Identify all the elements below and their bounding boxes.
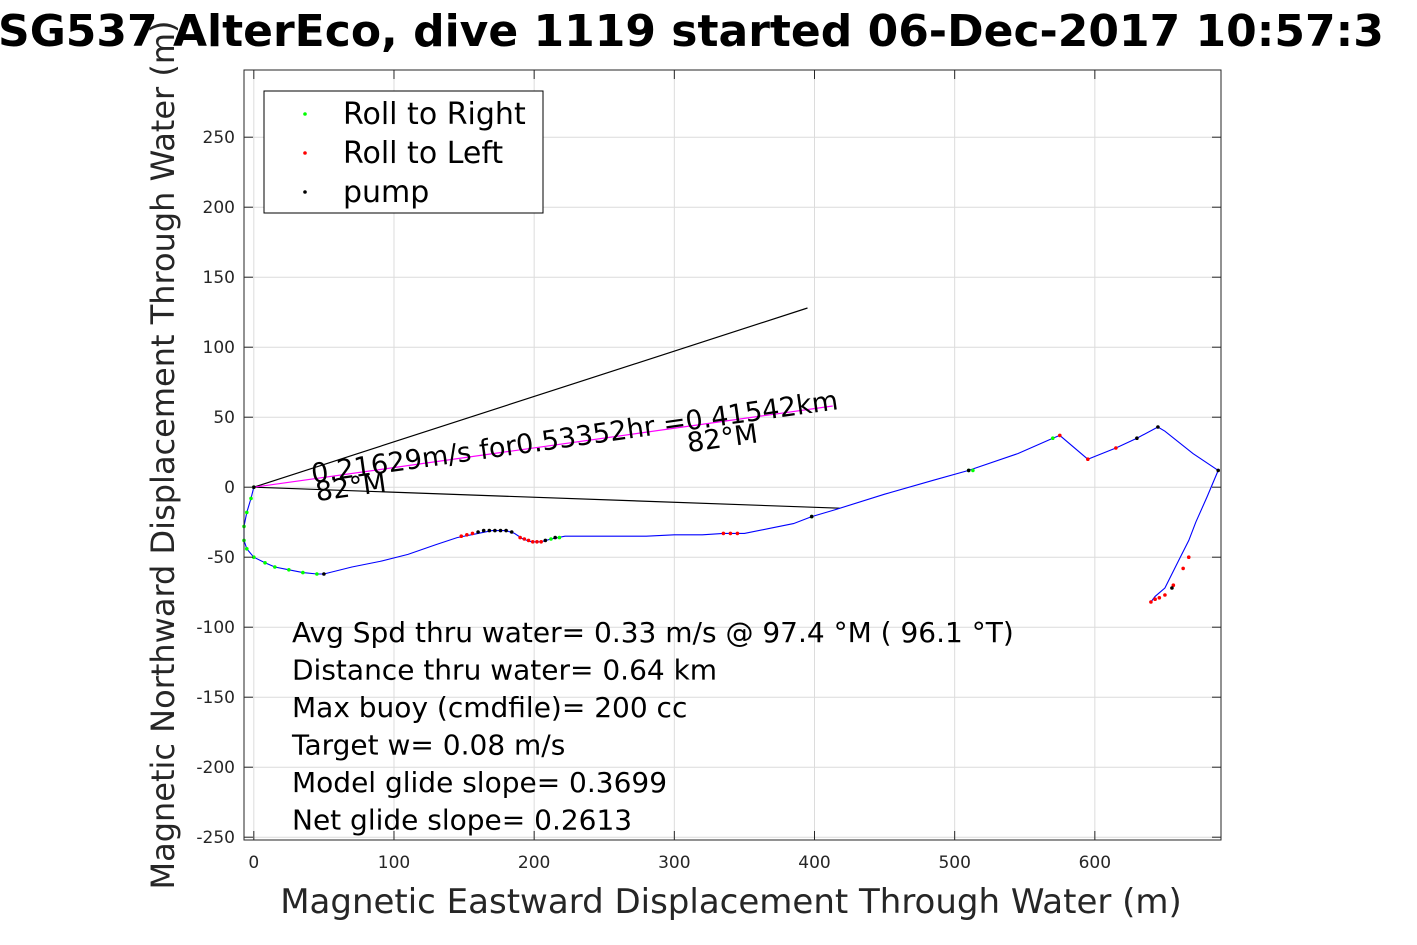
pump-point xyxy=(252,485,256,490)
roll-left-point xyxy=(470,531,475,536)
roll-left-point xyxy=(1058,433,1062,438)
roll-left-point xyxy=(1086,457,1090,462)
x-tick-label: 400 xyxy=(798,853,830,873)
markers xyxy=(242,425,1220,604)
roll-left-point xyxy=(1181,566,1185,571)
y-tick-label: -250 xyxy=(196,828,235,848)
y-tick-label: 0 xyxy=(224,478,235,498)
y-tick-label: -200 xyxy=(196,758,235,778)
stat-line: Distance thru water= 0.64 km xyxy=(292,654,717,687)
pump-point xyxy=(481,528,486,533)
stat-line: Model glide slope= 0.3699 xyxy=(292,766,667,799)
legend: Roll to Right Roll to Left pump xyxy=(263,90,544,214)
y-tick-label: -100 xyxy=(196,618,235,638)
pump-point xyxy=(1135,436,1139,441)
track xyxy=(243,426,1219,603)
y-tick-label: 100 xyxy=(203,338,235,358)
roll-right-point xyxy=(557,535,562,540)
pump-point xyxy=(493,528,497,533)
y-axis-label: Magnetic Northward Displacement Through … xyxy=(144,20,182,889)
pump-point xyxy=(498,528,503,533)
pump-point xyxy=(966,468,971,473)
stat-line: Target w= 0.08 m/s xyxy=(291,729,565,762)
pump-point xyxy=(1216,468,1220,473)
roll-left-point xyxy=(459,534,464,538)
pump-point xyxy=(1156,425,1160,429)
roll-right-point xyxy=(252,555,256,559)
pump-point xyxy=(487,528,492,533)
chart-title: SG537 AlterEco, dive 1119 started 06-Dec… xyxy=(0,6,1384,57)
x-tick-label: 500 xyxy=(938,853,970,873)
heading-line xyxy=(253,405,833,488)
roll-right-point xyxy=(287,568,291,572)
roll-right-point xyxy=(549,537,553,541)
y-tick-label: 50 xyxy=(213,408,235,428)
legend-marker xyxy=(303,190,307,194)
roll-left-point xyxy=(1114,446,1118,450)
stat-line: Avg Spd thru water= 0.33 m/s @ 97.4 °M (… xyxy=(292,616,1014,649)
pump-point xyxy=(553,535,557,540)
roll-left-point xyxy=(1157,596,1162,600)
stat-line: Net glide slope= 0.2613 xyxy=(292,804,632,837)
plot-frame xyxy=(243,69,1222,841)
pump-point xyxy=(476,530,480,534)
legend-label: Roll to Left xyxy=(343,136,503,171)
legend-box xyxy=(263,90,544,214)
heading-lines xyxy=(253,307,840,509)
roll-left-point xyxy=(465,533,469,537)
roll-right-point xyxy=(301,570,305,575)
roll-left-point xyxy=(1163,593,1167,597)
roll-right-point xyxy=(315,572,319,576)
roll-right-point xyxy=(245,547,249,551)
roll-right-point xyxy=(971,468,975,473)
x-tick-label: 100 xyxy=(378,853,410,873)
roll-left-point xyxy=(530,540,535,544)
y-tick-label: 150 xyxy=(203,268,235,288)
roll-right-point xyxy=(273,565,277,569)
x-tick-label: 300 xyxy=(658,853,690,873)
pump-point xyxy=(509,530,514,534)
roll-right-point xyxy=(245,510,249,515)
roll-left-point xyxy=(1153,597,1157,601)
roll-left-point xyxy=(728,531,733,536)
roll-right-point xyxy=(249,496,253,501)
legend-label: Roll to Right xyxy=(343,97,526,132)
roll-left-point xyxy=(518,535,522,540)
x-axis-label: Magnetic Eastward Displacement Through W… xyxy=(280,882,1182,922)
legend-label: pump xyxy=(343,175,429,210)
legend-marker xyxy=(303,151,307,155)
roll-right-point xyxy=(263,561,267,565)
x-tick-label: 200 xyxy=(518,853,550,873)
y-tick-label: -50 xyxy=(207,548,235,568)
roll-left-point xyxy=(522,537,527,541)
roll-left-point xyxy=(735,531,740,536)
roll-left-point xyxy=(721,531,726,536)
roll-left-point xyxy=(1186,555,1191,559)
ticks: 0 100 200 300 400 500 600 -250 -200 -150 -100 -50 0 5… xyxy=(196,70,1221,873)
y-tick-label: -150 xyxy=(196,688,235,708)
heading-line xyxy=(253,486,840,509)
track-line xyxy=(243,426,1219,603)
stats-block: Avg Spd thru water= 0.33 m/s @ 97.4 °M (… xyxy=(291,616,1014,837)
y-tick-label: 200 xyxy=(203,198,235,218)
roll-left-point xyxy=(526,538,531,543)
stat-line: Max buoy (cmdfile)= 200 cc xyxy=(292,691,687,724)
x-tick-label: 0 xyxy=(248,853,259,873)
roll-left-point xyxy=(535,540,539,544)
roll-left-point xyxy=(539,540,543,544)
roll-right-point xyxy=(1050,436,1055,441)
roll-left-point xyxy=(1171,583,1176,587)
legend-marker xyxy=(303,112,307,116)
pump-point xyxy=(1170,586,1174,590)
heading-line xyxy=(253,307,808,488)
pump-point xyxy=(809,514,814,519)
pump-point xyxy=(504,528,508,533)
y-tick-label: 250 xyxy=(203,128,235,148)
roll-left-point xyxy=(1149,600,1153,604)
x-tick-label: 600 xyxy=(1079,853,1111,873)
pump-point xyxy=(322,572,326,576)
pump-point xyxy=(543,538,548,543)
